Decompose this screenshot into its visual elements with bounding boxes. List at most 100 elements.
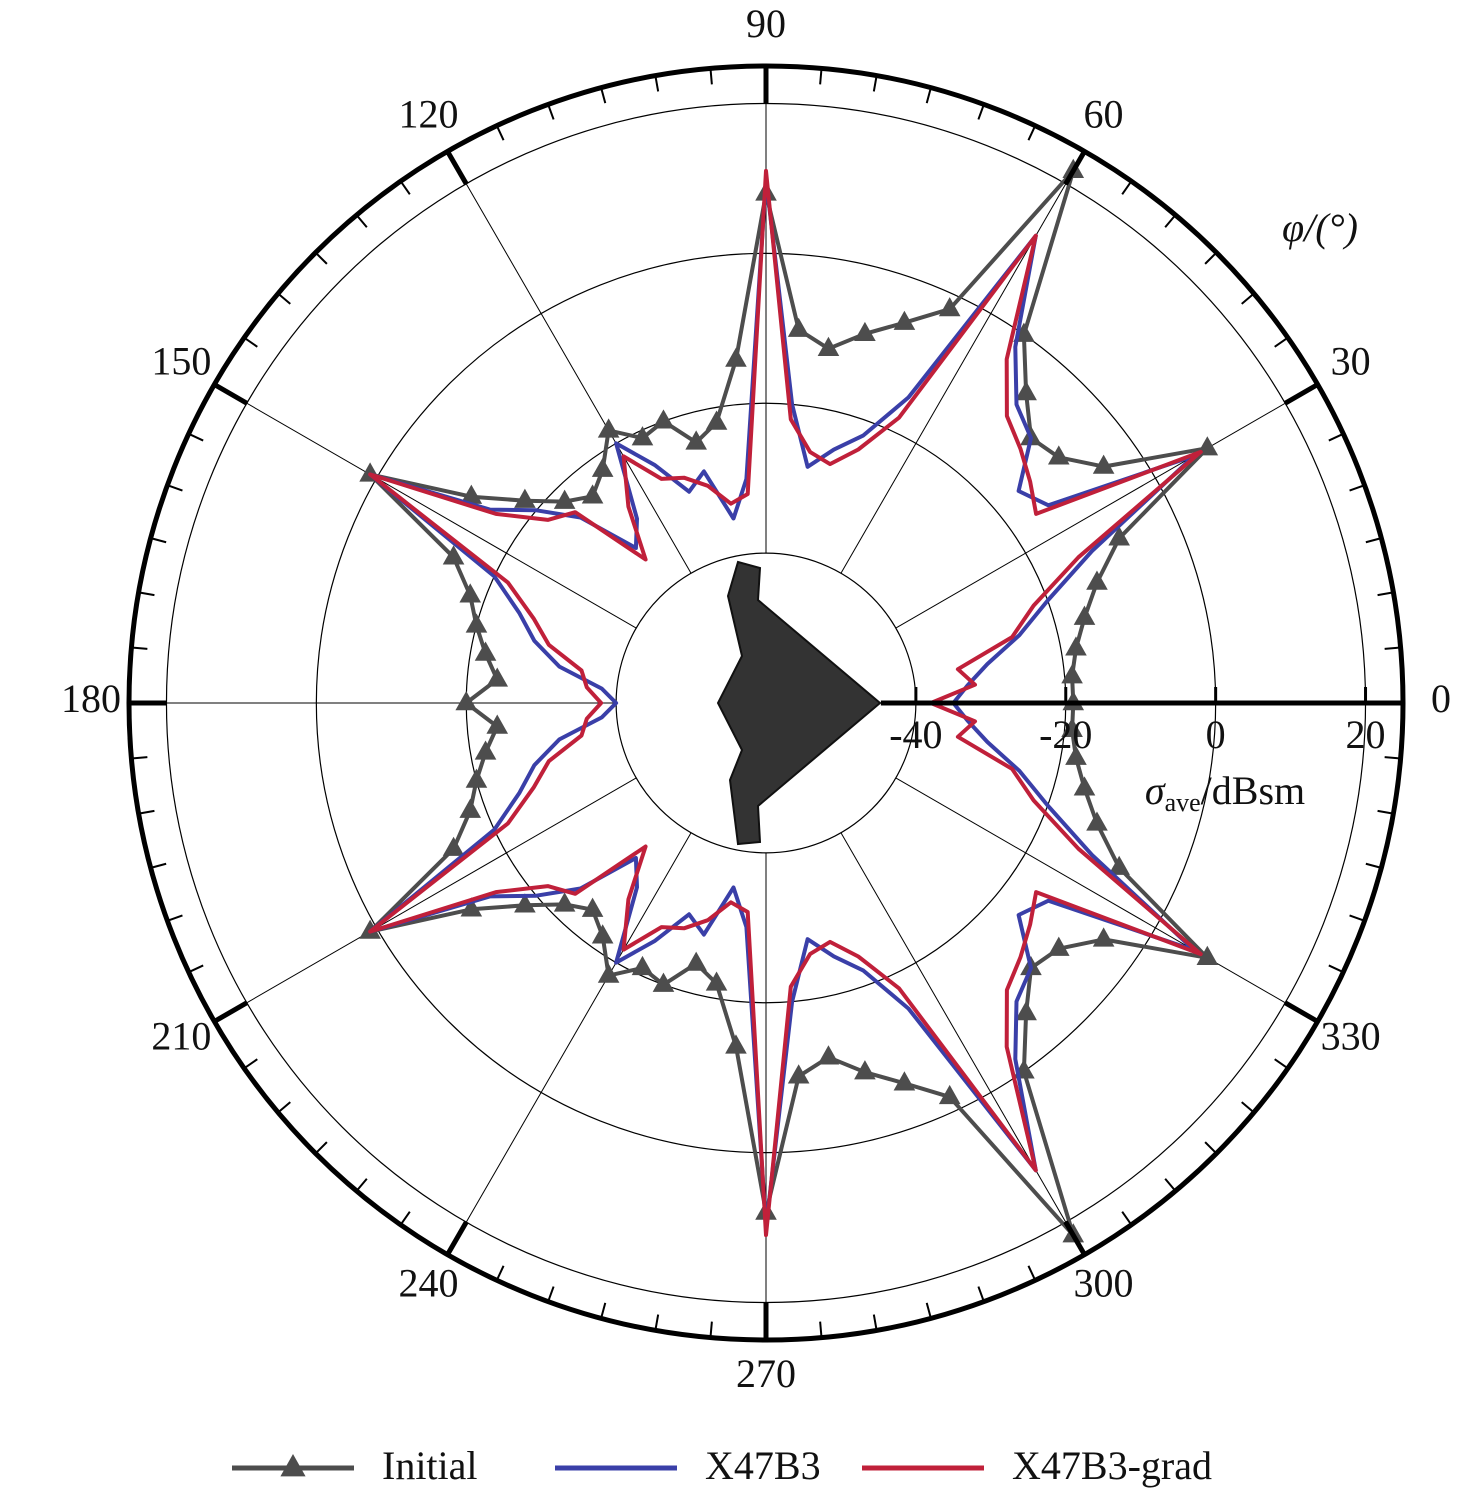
angular-minor-tick — [1377, 809, 1394, 815]
series-marker — [591, 457, 614, 477]
angular-tick-label: 0 — [1431, 676, 1451, 721]
angular-minor-tick — [709, 68, 713, 85]
series-marker — [486, 714, 509, 734]
angular-minor-tick — [600, 1302, 607, 1319]
angular-minor-tick — [150, 537, 167, 544]
angular-minor-tick — [1365, 862, 1382, 869]
series-marker — [442, 545, 465, 565]
angular-minor-tick — [495, 1265, 505, 1281]
angular-minor-tick — [819, 68, 823, 85]
angular-minor-tick — [1075, 1240, 1086, 1256]
spoke — [895, 384, 1318, 629]
angular-minor-tick — [872, 1314, 878, 1331]
spoke — [895, 777, 1318, 1022]
series-marker — [854, 321, 876, 342]
series-marker — [631, 955, 654, 976]
angular-minor-tick — [1204, 1141, 1218, 1155]
angular-minor-tick — [399, 1211, 411, 1226]
radial-label-subscript: ave — [1165, 788, 1201, 817]
spoke — [447, 151, 692, 574]
series-marker — [938, 297, 961, 317]
angular-minor-tick — [1274, 1058, 1289, 1070]
spoke — [840, 151, 1085, 574]
angular-minor-tick — [547, 104, 555, 120]
series-marker — [1092, 454, 1115, 474]
radial-label-symbol: σ — [1145, 768, 1166, 813]
angular-minor-tick — [925, 87, 932, 104]
series-marker — [1047, 445, 1070, 465]
series-marker — [455, 691, 478, 711]
angular-minor-tick — [1384, 646, 1401, 650]
series-marker — [787, 1064, 810, 1084]
series-marker — [787, 317, 810, 337]
series-marker — [685, 430, 707, 450]
angular-minor-tick — [1164, 1178, 1177, 1192]
series-marker — [1065, 745, 1087, 765]
angular-minor-tick — [131, 756, 148, 760]
angular-minor-tick — [709, 1321, 713, 1338]
axes: 0 30 60 90 120 150 180 210 240 270 300 330 -40 -20 0 20 — [61, 1, 1451, 1396]
angular-minor-tick — [925, 1302, 932, 1319]
spoke — [840, 832, 1085, 1255]
angular-minor-tick — [547, 1286, 555, 1302]
radial-axis-label: σave/dBsm — [1145, 768, 1305, 817]
angular-minor-tick — [654, 1314, 660, 1331]
angular-tick-label: 300 — [1074, 1261, 1134, 1306]
angular-minor-tick — [138, 809, 155, 815]
series-marker — [553, 489, 576, 509]
series-marker — [514, 488, 536, 508]
series-marker — [459, 798, 482, 818]
angular-minor-tick — [1349, 914, 1365, 922]
angular-tick-label: 150 — [151, 339, 211, 384]
angular-minor-tick — [495, 125, 505, 141]
legend-label: X47B3 — [705, 1443, 821, 1488]
series-marker — [725, 347, 747, 367]
angular-minor-tick — [446, 1240, 457, 1256]
angular-minor-tick — [977, 1286, 985, 1302]
series-marker — [514, 893, 536, 913]
series-marker — [1086, 570, 1108, 590]
angular-minor-tick — [654, 75, 660, 92]
angular-minor-tick — [1027, 125, 1037, 141]
angular-minor-tick — [138, 591, 155, 597]
series-marker — [1015, 1001, 1037, 1021]
series-marker — [705, 971, 728, 991]
series-marker — [725, 1034, 747, 1054]
radial-tick-label: -20 — [1039, 712, 1092, 757]
angular-minor-tick — [1303, 383, 1319, 394]
radial-tick-label: 0 — [1206, 712, 1226, 757]
series-marker — [893, 310, 916, 330]
aircraft-shape — [716, 560, 882, 846]
series-marker — [465, 613, 488, 633]
series-marker — [1073, 605, 1096, 625]
angular-minor-tick — [243, 336, 258, 348]
angular-minor-tick — [131, 646, 148, 650]
angular-tick-label: 240 — [399, 1261, 459, 1306]
angular-tick-label: 30 — [1331, 339, 1371, 384]
series-marker — [442, 836, 465, 856]
series-marker — [1108, 526, 1130, 546]
series-marker — [938, 1084, 961, 1105]
series-marker — [581, 897, 604, 917]
series-marker — [817, 336, 840, 356]
angular-minor-tick — [819, 1321, 823, 1338]
radial-tick-label: 20 — [1346, 712, 1386, 757]
legend: Initial X47B3 X47B3-grad — [232, 1443, 1212, 1488]
series-marker — [1047, 936, 1070, 956]
series-marker — [1065, 636, 1087, 656]
series-marker — [581, 484, 604, 504]
angular-minor-tick — [1328, 432, 1344, 442]
angular-minor-tick — [1377, 591, 1394, 597]
spoke — [214, 777, 637, 1022]
series-marker — [1015, 380, 1037, 401]
angular-minor-tick — [1027, 1265, 1037, 1281]
angular-minor-tick — [977, 104, 985, 120]
series-marker — [631, 426, 654, 446]
series-marker — [1073, 776, 1096, 796]
series-marker — [652, 409, 675, 429]
angular-tick-label: 270 — [736, 1351, 796, 1396]
series-marker — [465, 768, 488, 788]
series-marker — [705, 410, 728, 430]
angular-minor-tick — [1241, 292, 1255, 305]
